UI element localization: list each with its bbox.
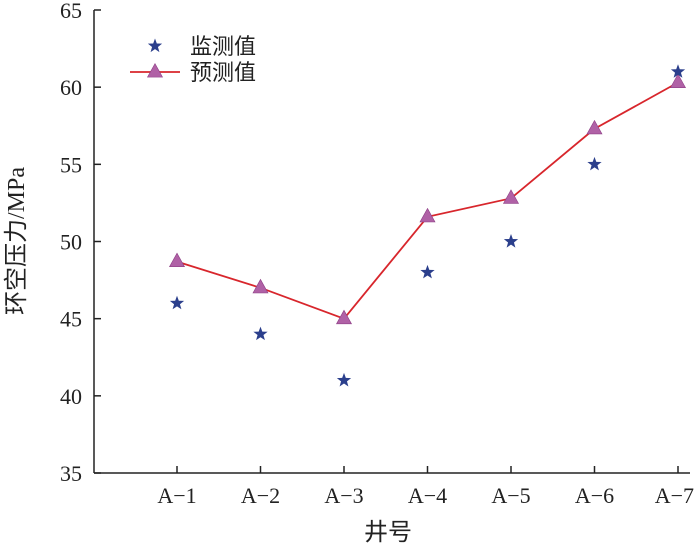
x-tick-label: A−6 (575, 483, 614, 508)
x-tick-label: A−3 (324, 483, 363, 508)
y-tick-label: 65 (60, 0, 82, 23)
x-axis-label: 井号 (364, 519, 412, 546)
legend-marker-monitored (147, 38, 163, 53)
point-monitored (420, 264, 435, 279)
point-monitored (253, 326, 268, 341)
point-predicted (419, 207, 436, 223)
point-monitored (336, 372, 352, 387)
series-layer (168, 64, 687, 387)
series-line-predicted (176, 81, 679, 320)
point-predicted (586, 119, 603, 135)
y-tick-label: 45 (60, 307, 82, 332)
y-tick-label: 60 (60, 75, 82, 100)
point-monitored (503, 234, 519, 248)
legend-marker-predicted (146, 63, 164, 78)
legend-label-monitored: 监测值 (190, 34, 256, 59)
x-tick-label: A−1 (157, 483, 196, 508)
legend: 监测值 预测值 (130, 34, 256, 85)
x-tick-label: A−2 (241, 483, 280, 508)
x-tick-label: A−4 (408, 483, 447, 508)
point-predicted (669, 73, 687, 88)
y-tick-label: 40 (60, 384, 82, 409)
point-monitored (587, 156, 602, 171)
point-predicted (335, 309, 353, 325)
y-axis-group: 35 40 45 50 55 60 65 (60, 0, 101, 486)
y-ticks: 35 40 45 50 55 60 65 (60, 0, 101, 486)
point-predicted (252, 278, 269, 294)
point-predicted (502, 189, 520, 204)
x-tick-label: A−7 (655, 483, 694, 508)
point-monitored (670, 64, 686, 78)
x-tick-label: A−5 (491, 483, 530, 508)
y-tick-label: 50 (60, 230, 82, 255)
legend-label-predicted: 预测值 (190, 60, 256, 85)
y-tick-label: 55 (60, 152, 82, 177)
point-monitored (169, 295, 185, 310)
y-tick-label: 35 (60, 461, 82, 486)
x-axis-group: A−1 A−2 A−3 A−4 A−5 A−6 A−7 (94, 466, 694, 508)
x-ticks: A−1 A−2 A−3 A−4 A−5 A−6 A−7 (157, 466, 694, 508)
point-predicted (168, 252, 186, 267)
y-axis-label: 环空压力/MPa (3, 167, 30, 315)
